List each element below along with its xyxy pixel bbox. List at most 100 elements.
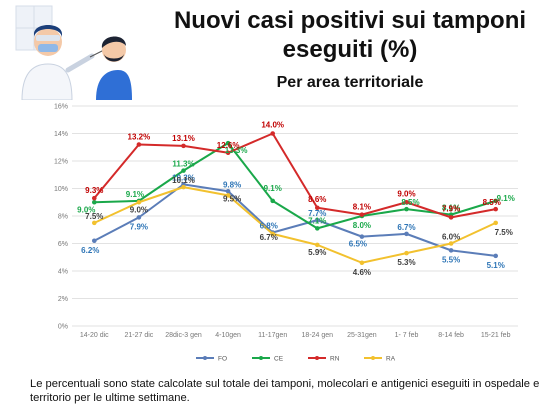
data-label: 5.3% — [397, 258, 415, 267]
x-tick-label: 28dic-3 gen — [165, 332, 202, 339]
data-point-ra — [493, 220, 499, 226]
data-label: 12.6% — [217, 141, 240, 150]
data-label: 7.1% — [308, 216, 326, 225]
data-point-ce — [270, 198, 276, 204]
data-label: 8.1% — [442, 204, 460, 213]
data-point-rn — [225, 150, 231, 156]
data-point-ra — [404, 250, 409, 256]
data-label: 7.7% — [308, 209, 326, 218]
x-tick-label: 14-20 dic — [80, 332, 109, 339]
data-label: 5.5% — [442, 255, 460, 264]
data-point-rn — [448, 215, 454, 220]
y-tick-label: 10% — [54, 186, 68, 193]
x-tick-label: 18-24 gen — [302, 332, 334, 339]
data-label: 10.3% — [172, 173, 195, 182]
y-tick-label: 0% — [58, 324, 68, 331]
data-label: 8.5% — [401, 198, 419, 207]
health-worker-swab-illustration — [14, 4, 132, 100]
data-point-ra — [315, 242, 320, 248]
legend-marker-fo — [203, 356, 207, 360]
legend: FO CE RN RA — [196, 355, 396, 362]
chart-title: Nuovi casi positivi sui tamponi eseguiti… — [173, 7, 527, 63]
x-tick-label: 8-14 feb — [438, 332, 464, 339]
data-point-fo — [359, 234, 365, 239]
y-tick-label: 6% — [58, 241, 68, 248]
data-label: 7.5% — [495, 228, 513, 237]
data-label: 9.1% — [126, 190, 144, 199]
series-lines — [92, 131, 499, 266]
data-point-rn — [181, 143, 186, 149]
y-tick-label: 4% — [58, 269, 68, 276]
data-label: 9.3% — [85, 186, 103, 195]
footnote: Le percentuali sono state calcolate sul … — [30, 378, 540, 404]
data-label: 6.8% — [260, 222, 278, 231]
data-point-ra — [225, 193, 231, 198]
data-point-rn — [92, 195, 97, 201]
data-point-ra — [359, 260, 365, 266]
data-point-ce — [225, 140, 231, 146]
data-point-ce — [92, 199, 97, 205]
line-chart: 0% 2% 4% 6% 8% 10% 12% 14% 16% 14-20 dic 21-27 dic… — [54, 104, 518, 362]
data-point-ra — [181, 184, 186, 190]
data-label: 9.0% — [397, 189, 415, 198]
data-label: 8.1% — [353, 203, 371, 212]
data-label: 6.5% — [349, 240, 367, 249]
data-point-rn — [404, 199, 409, 205]
data-label: 13.3% — [225, 146, 248, 155]
data-point-rn — [359, 212, 365, 217]
data-point-ce — [315, 226, 320, 231]
data-label: 9.5% — [223, 194, 241, 203]
data-point-fo — [448, 248, 454, 253]
data-label: 9.0% — [130, 205, 148, 214]
data-label: 5.1% — [487, 261, 505, 270]
data-label: 6.2% — [81, 246, 99, 255]
data-point-ce — [493, 198, 499, 204]
data-point-fo — [92, 238, 97, 244]
data-label: 14.0% — [261, 121, 284, 130]
data-point-fo — [404, 231, 409, 237]
data-label: 13.1% — [172, 134, 195, 143]
x-tick-label: 15-21 feb — [481, 332, 511, 339]
x-tick-label: 21-27 dic — [125, 332, 154, 339]
axis-ticks: 0% 2% 4% 6% 8% 10% 12% 14% 16% 14-20 dic 21-27 dic… — [54, 104, 511, 340]
data-label: 7.9% — [442, 204, 460, 213]
data-point-rn — [136, 142, 142, 147]
data-label: 7.9% — [130, 222, 148, 231]
data-label: 6.7% — [397, 223, 415, 232]
data-label: 7.5% — [85, 212, 103, 221]
data-point-rn — [270, 131, 276, 136]
data-label: 8.6% — [308, 195, 326, 204]
y-tick-label: 16% — [54, 104, 68, 111]
data-label: 9.0% — [77, 205, 95, 214]
x-tick-label: 1- 7 feb — [395, 332, 419, 339]
x-tick-label: 25-31gen — [347, 332, 377, 339]
y-tick-label: 12% — [54, 159, 68, 166]
legend-marker-ce — [259, 356, 263, 360]
data-label: 11.3% — [172, 160, 194, 169]
data-point-fo — [493, 253, 499, 259]
data-point-rn — [315, 205, 320, 211]
data-label: 6.7% — [260, 233, 278, 242]
data-label: 5.9% — [308, 248, 326, 257]
data-point-ce — [181, 168, 186, 173]
data-labels: 6.2% 7.9% 10.3% 9.8% 6.8% 7.7% 6.5% 6.7% 5.5% 5.1… — [77, 121, 515, 277]
data-label: 8.5% — [483, 198, 501, 207]
data-point-ce — [404, 206, 409, 212]
data-point-fo — [315, 217, 320, 223]
y-tick-label: 8% — [58, 214, 68, 221]
legend-label: RN — [330, 355, 340, 362]
series-line-ra — [93, 186, 497, 264]
data-label: 10.1% — [172, 176, 195, 185]
legend-label: RA — [386, 355, 396, 362]
y-tick-label: 2% — [58, 296, 68, 303]
data-point-ra — [136, 199, 142, 205]
data-label: 13.2% — [128, 133, 151, 142]
data-label: 8.0% — [353, 221, 371, 230]
data-label: 4.6% — [353, 268, 371, 277]
data-point-rn — [493, 206, 499, 212]
data-point-fo — [225, 188, 231, 194]
legend-label: FO — [218, 355, 227, 362]
legend-label: CE — [274, 355, 284, 362]
data-point-ra — [270, 231, 276, 237]
legend-marker-rn — [315, 356, 319, 360]
